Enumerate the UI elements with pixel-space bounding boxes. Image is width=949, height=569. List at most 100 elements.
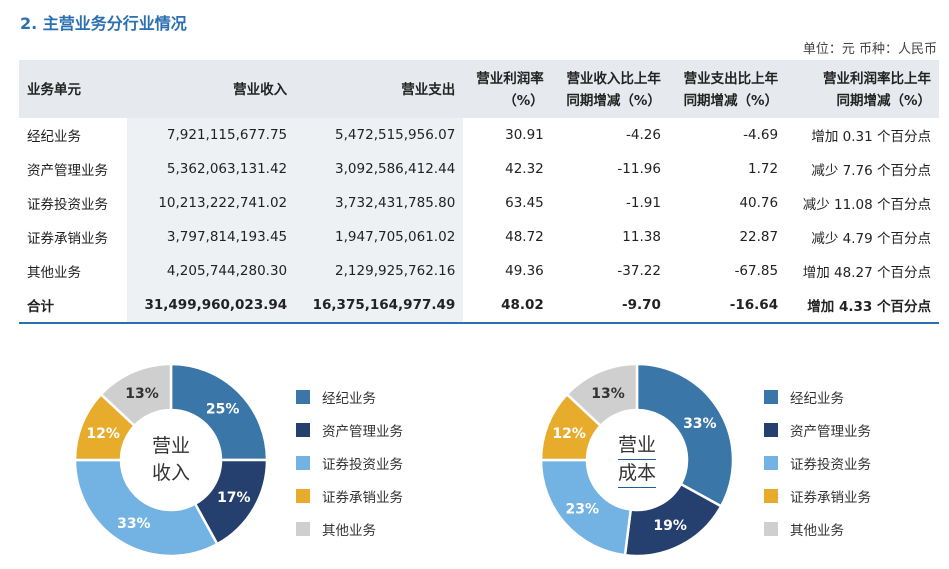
revenue-donut-chart: 25% 17% 33% 12% 13% 营业 收入: [66, 355, 276, 565]
table-cell: 减少 11.08 个百分点: [802, 197, 931, 213]
legend-label: 资产管理业务: [790, 423, 871, 440]
table-cell: -9.70: [551, 288, 669, 324]
table-cell: 其他业务: [27, 265, 81, 281]
slice-label: 12%: [552, 426, 586, 442]
legend-label: 证券投资业务: [790, 456, 871, 473]
slice-label: 12%: [86, 426, 120, 442]
table-cell: 3,797,814,193.45: [127, 220, 296, 254]
table-header-row: 业务单元 营业收入 营业支出 营业利润率 （%） 营业收入比上年 同期增减（%） 营…: [19, 60, 939, 118]
table-cell: 48.02: [463, 288, 552, 324]
cost-legend: 经纪业务资产管理业务 证券投资业务 证券承销业务 其他业务: [764, 380, 871, 545]
legend-item: 其他业务: [764, 512, 871, 545]
table-row: 经纪业务 7,921,115,677.75 5,472,515,956.07 30.9…: [19, 118, 939, 152]
legend-swatch: [296, 389, 310, 404]
table-cell: 63.45: [505, 195, 544, 211]
table-cell: 3,092,586,412.44: [295, 152, 464, 186]
table-row: 资产管理业务 5,362,063,131.42 3,092,586,412.44 42…: [19, 152, 939, 186]
table-cell: 合计: [19, 288, 127, 324]
table-cell: 2,129,925,762.16: [295, 254, 464, 288]
table-cell: -1.91: [626, 195, 661, 211]
donut-slice: [99, 362, 173, 428]
legend-label: 证券承销业务: [790, 489, 871, 506]
table-cell: 资产管理业务: [27, 163, 108, 179]
header-expense: 营业支出: [295, 60, 464, 118]
legend-swatch: [764, 455, 778, 470]
table-row: 其他业务 4,205,744,280.30 2,129,925,762.16 49.3…: [19, 254, 939, 288]
table-cell: -67.85: [734, 263, 779, 279]
table-row: 证券投资业务 10,213,222,741.02 3,732,431,785.80 6…: [19, 186, 939, 220]
legend-swatch: [296, 455, 310, 470]
legend-swatch: [296, 521, 310, 536]
legend-item: 资产管理业务: [764, 413, 871, 446]
table-cell: -11.96: [617, 161, 661, 177]
legend-label: 经纪业务: [322, 390, 376, 407]
section-title: 2. 主营业务分行业情况: [20, 14, 187, 33]
slice-label: 33%: [683, 416, 717, 432]
legend-swatch: [296, 488, 310, 503]
table-cell: 7,921,115,677.75: [127, 118, 296, 152]
donut-slice: [73, 458, 219, 558]
table-cell: 增加 48.27 个百分点: [802, 265, 931, 281]
table-cell: 11.38: [622, 229, 661, 245]
table-cell: 增加 4.33 个百分点: [786, 288, 939, 324]
legend-label: 其他业务: [322, 522, 376, 539]
donut-slice: [169, 362, 269, 462]
legend-swatch: [764, 488, 778, 503]
legend-label: 证券承销业务: [322, 489, 403, 506]
table-cell: 1.72: [748, 161, 779, 177]
legend-item: 证券投资业务: [296, 446, 403, 479]
legend-item: 资产管理业务: [296, 413, 403, 446]
slice-label: 25%: [206, 401, 240, 417]
legend-label: 其他业务: [790, 522, 844, 539]
slice-label: 13%: [125, 386, 159, 402]
table-cell: -4.69: [743, 127, 779, 143]
table-cell: -4.26: [626, 127, 661, 143]
legend-label: 证券投资业务: [322, 456, 403, 473]
slice-label: 19%: [653, 518, 687, 534]
table-cell: 16,375,164,977.49: [295, 288, 464, 324]
donut-slice: [635, 362, 735, 508]
legend-swatch: [296, 422, 310, 437]
slice-label: 33%: [117, 516, 151, 532]
table-row: 证券承销业务 3,797,814,193.45 1,947,705,061.02 48…: [19, 220, 939, 254]
revenue-legend: 经纪业务资产管理业务 证券投资业务 证券承销业务 其他业务: [296, 380, 403, 545]
table-cell: 证券承销业务: [27, 231, 108, 247]
legend-label: 资产管理业务: [322, 423, 403, 440]
header-margin: 营业利润率 （%）: [463, 60, 552, 118]
slice-label: 13%: [591, 386, 625, 402]
table-cell: 30.91: [505, 127, 544, 143]
table-cell: 减少 4.79 个百分点: [811, 231, 931, 247]
table-cell: 10,213,222,741.02: [127, 186, 296, 220]
header-revenue-change: 营业收入比上年 同期增减（%）: [551, 60, 669, 118]
table-cell: 增加 0.31 个百分点: [811, 129, 931, 145]
legend-item: 证券承销业务: [764, 479, 871, 512]
table-cell: 31,499,960,023.94: [127, 288, 296, 324]
table-cell: 减少 7.76 个百分点: [811, 163, 931, 179]
donut-slice: [565, 362, 639, 428]
table-cell: 4,205,744,280.30: [127, 254, 296, 288]
table-cell: 经纪业务: [27, 129, 81, 145]
table-cell: 42.32: [505, 161, 544, 177]
header-expense-change: 营业支出比上年 同期增减（%）: [668, 60, 787, 118]
legend-swatch: [764, 422, 778, 437]
legend-label: 经纪业务: [790, 390, 844, 407]
table-cell: -37.22: [617, 263, 661, 279]
cost-donut-chart: 33% 19% 23% 12% 13% 营业 成本: [532, 355, 742, 565]
unit-note: 单位：元 币种：人民币: [802, 42, 937, 57]
slice-label: 23%: [565, 501, 599, 517]
table-cell: 3,732,431,785.80: [295, 186, 464, 220]
legend-item: 其他业务: [296, 512, 403, 545]
table-total-row: 合计 31,499,960,023.94 16,375,164,977.49 48.0…: [19, 288, 939, 324]
legend-item: 经纪业务: [764, 380, 871, 413]
table-cell: 证券投资业务: [27, 197, 108, 213]
table-cell: 48.72: [505, 229, 544, 245]
table-cell: 49.36: [505, 263, 544, 279]
table-cell: 40.76: [739, 195, 779, 211]
legend-item: 证券投资业务: [764, 446, 871, 479]
table-cell: 1,947,705,061.02: [295, 220, 464, 254]
header-unit: 业务单元: [19, 60, 127, 118]
header-revenue: 营业收入: [127, 60, 296, 118]
legend-swatch: [764, 389, 778, 404]
table-cell: 5,472,515,956.07: [295, 118, 464, 152]
table-cell: -16.64: [668, 288, 787, 324]
